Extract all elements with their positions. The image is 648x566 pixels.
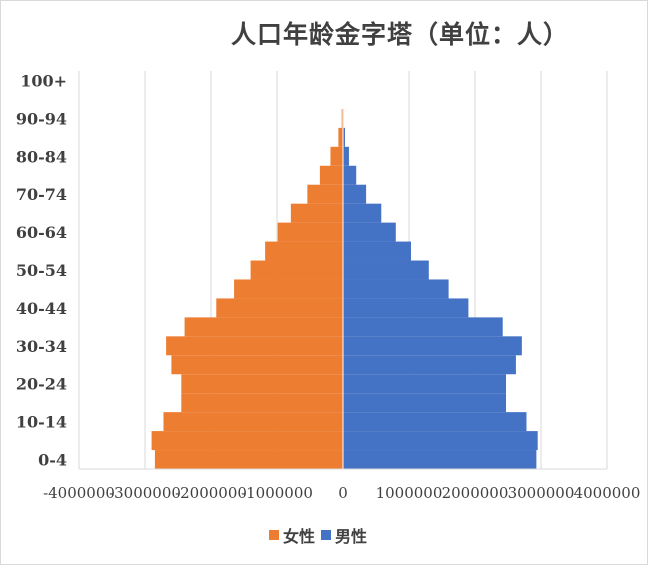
bar-female-6	[166, 336, 343, 356]
y-tick-label-10: 100+	[20, 71, 67, 90]
bar-male-7	[343, 317, 503, 337]
y-tick-label-7: 70-74	[16, 185, 67, 204]
x-tick-label-4: 0	[338, 484, 348, 502]
bar-male-17	[343, 127, 345, 147]
x-tick-label-7: 3000000	[508, 484, 575, 502]
bar-male-12	[343, 222, 396, 242]
bar-male-15	[343, 165, 357, 185]
bar-female-5	[171, 355, 343, 375]
x-tick-label-1: -3000000	[109, 484, 181, 502]
y-tick-label-1: 10-14	[16, 413, 67, 432]
x-tick-label-5: 1000000	[376, 484, 443, 502]
bar-female-11	[265, 241, 343, 261]
bar-female-1	[151, 431, 343, 451]
legend-swatch-female	[269, 530, 279, 540]
bar-male-14	[343, 184, 367, 204]
bar-male-0	[343, 450, 537, 469]
x-tick-label-8: 4000000	[574, 484, 641, 502]
y-tick-label-6: 60-64	[16, 223, 67, 242]
x-tick-label-0: -4000000	[43, 484, 115, 502]
bar-male-4	[343, 374, 507, 394]
bar-male-16	[343, 146, 349, 166]
bar-female-7	[184, 317, 343, 337]
bar-male-9	[343, 279, 449, 299]
y-tick-label-2: 20-24	[16, 375, 67, 394]
bar-female-3	[181, 393, 343, 413]
x-tick-label-2: -2000000	[175, 484, 247, 502]
bar-male-2	[343, 412, 527, 432]
bar-female-18	[341, 108, 343, 128]
bar-male-8	[343, 298, 469, 318]
bar-male-10	[343, 260, 429, 280]
bar-female-16	[330, 146, 343, 166]
chart-title: 人口年龄金字塔（单位：人）	[231, 20, 570, 49]
bar-male-3	[343, 393, 507, 413]
legend-label-male: 男性	[335, 527, 368, 546]
y-tick-label-5: 50-54	[16, 261, 67, 280]
y-tick-label-3: 30-34	[16, 337, 67, 356]
y-tick-label-0: 0-4	[38, 451, 67, 470]
bar-male-6	[343, 336, 522, 356]
legend-label-female: 女性	[283, 527, 316, 546]
bar-male-11	[343, 241, 411, 261]
legend-swatch-male	[321, 530, 332, 540]
bar-female-9	[234, 279, 343, 299]
legend: 女性 男性	[269, 523, 367, 547]
bar-male-1	[343, 431, 538, 451]
bar-female-10	[250, 260, 343, 280]
legend-item-male: 男性	[321, 523, 367, 547]
bar-female-14	[307, 184, 343, 204]
bar-female-8	[216, 298, 343, 318]
bar-female-13	[290, 203, 343, 223]
x-tick-label-6: 2000000	[442, 484, 509, 502]
bar-female-2	[163, 412, 343, 432]
bar-female-17	[338, 127, 343, 147]
y-tick-label-8: 80-84	[16, 147, 67, 166]
bar-female-0	[154, 450, 343, 469]
bar-male-13	[343, 203, 382, 223]
bar-female-15	[319, 165, 343, 185]
y-tick-label-4: 40-44	[16, 299, 67, 318]
bar-male-5	[343, 355, 516, 375]
x-tick-label-3: -1000000	[241, 484, 313, 502]
bar-female-12	[277, 222, 343, 242]
y-tick-label-9: 90-94	[16, 109, 67, 128]
legend-item-female: 女性	[269, 523, 315, 547]
bar-female-4	[181, 374, 343, 394]
